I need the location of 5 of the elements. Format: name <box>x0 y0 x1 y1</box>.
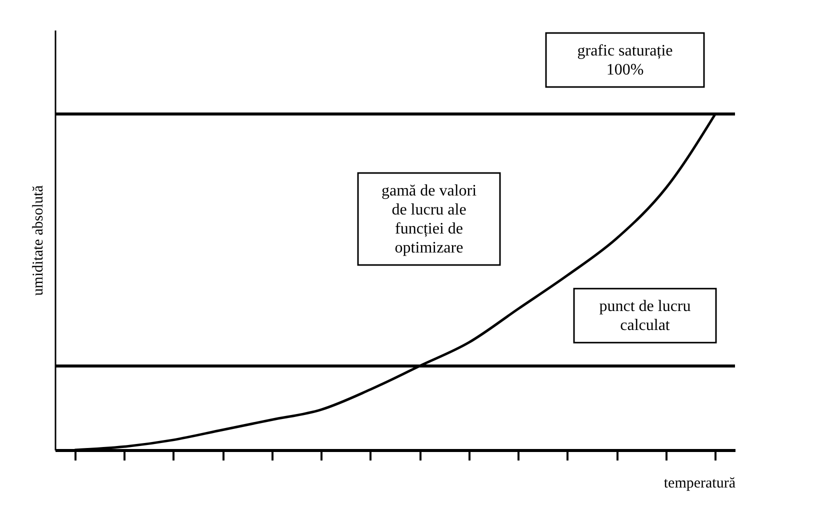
annotation: punct de lucru calculat <box>599 298 691 334</box>
annotation: gamă de valori de lucru ale funcției de optimizare <box>381 182 478 256</box>
y-axis-title: umiditate absolută <box>30 184 46 296</box>
x-axis-title: temperatură <box>664 476 736 492</box>
text: grafic saturație 100% <box>577 42 673 78</box>
